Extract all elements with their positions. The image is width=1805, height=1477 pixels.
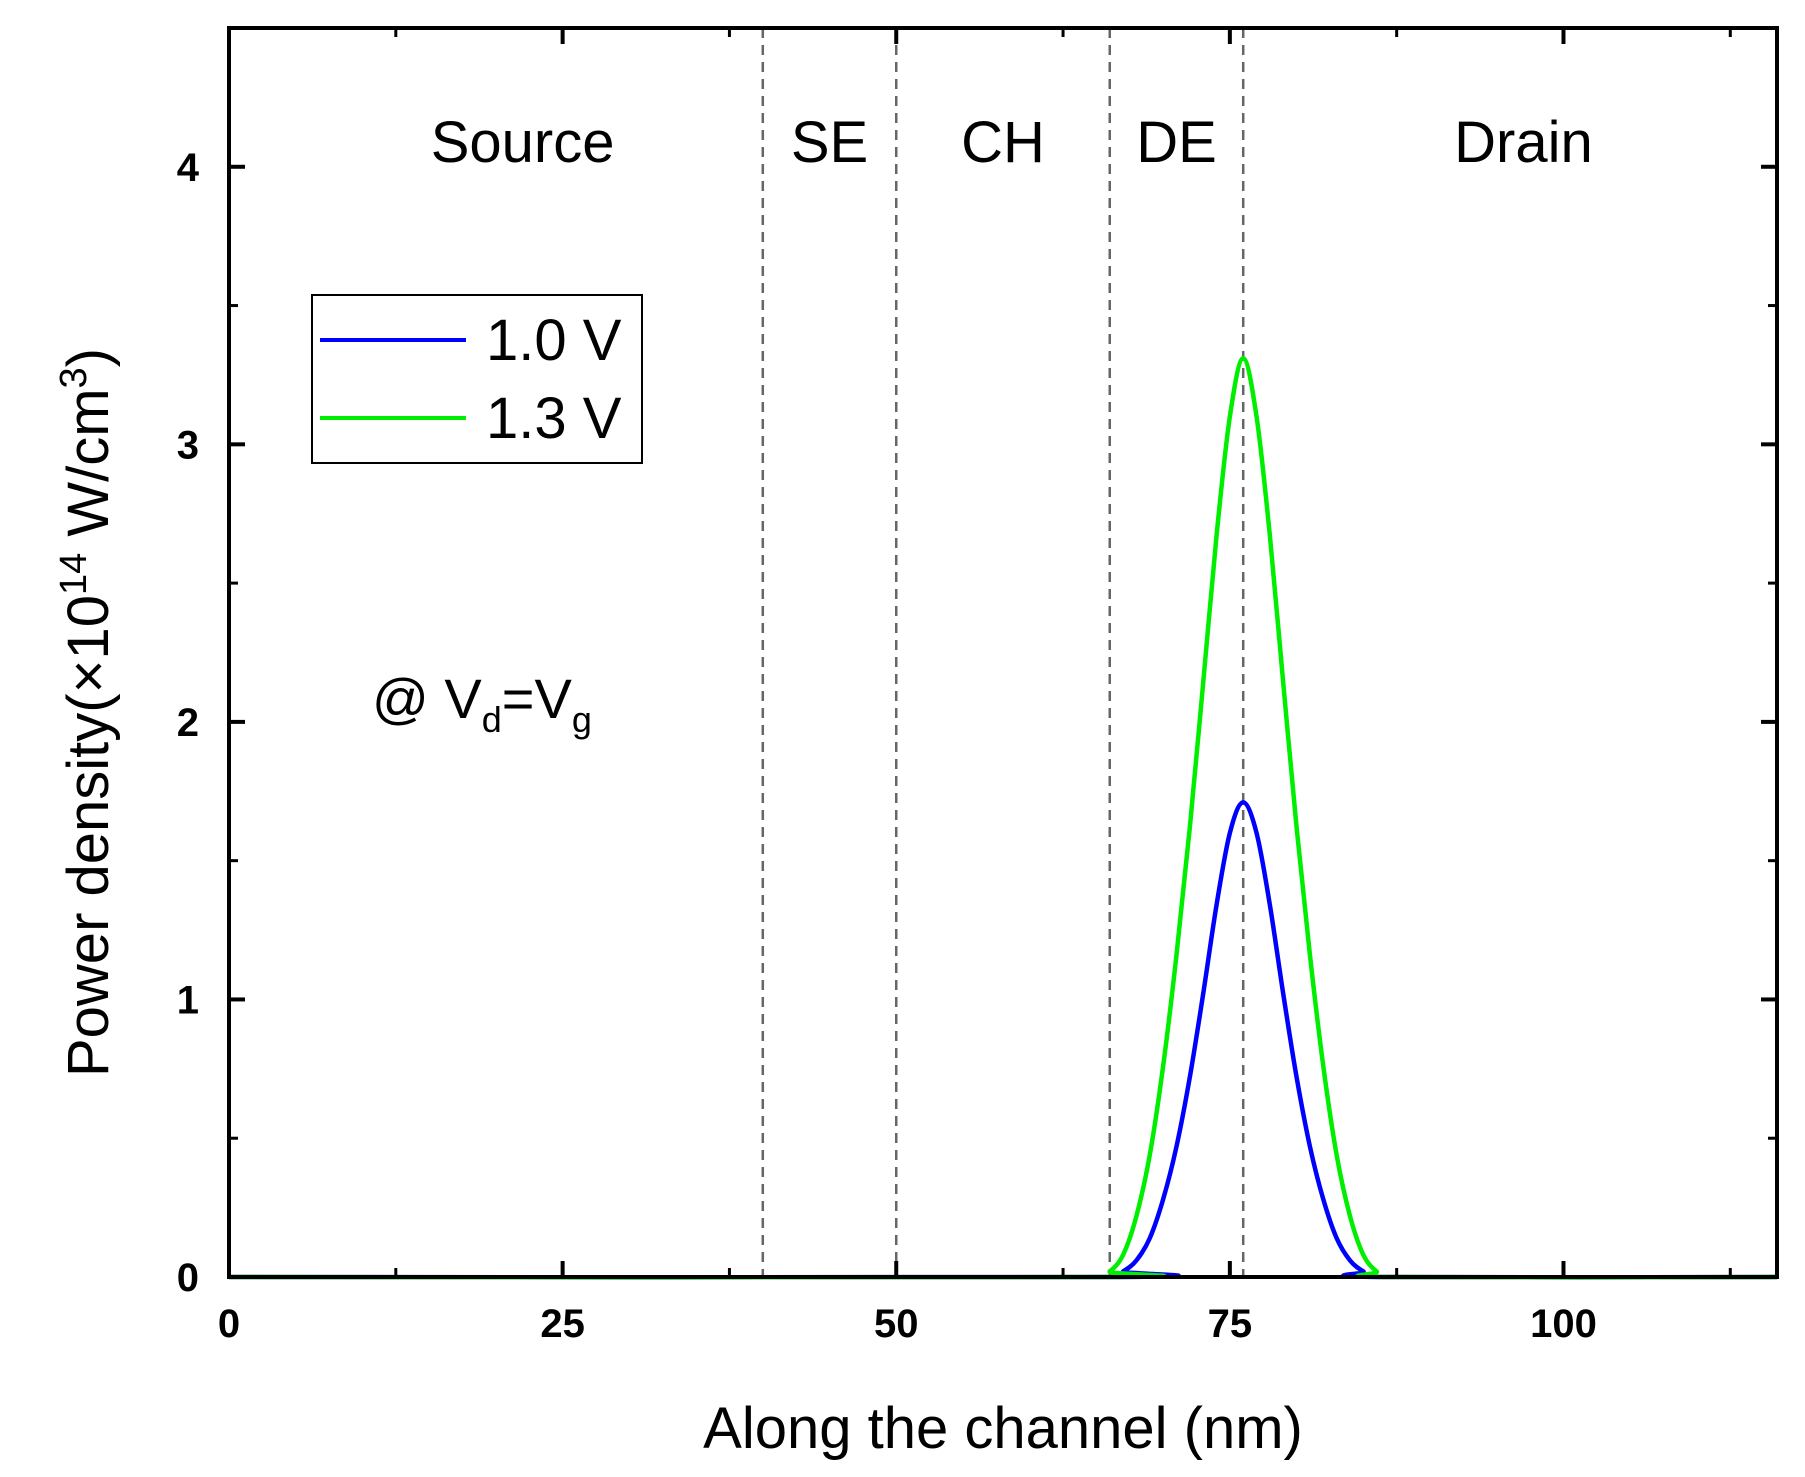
legend-label-1-3v: 1.3 V [486,386,622,451]
region-label-ch: CH [961,110,1045,175]
region-label-se: SE [791,110,868,175]
x-tick-label: 50 [874,1302,919,1346]
axis-ticks: 0 25 50 75 100 0 1 2 3 4 [177,28,1777,1346]
x-tick-label: 100 [1530,1302,1597,1346]
region-label-source: Source [431,110,615,175]
y-axis-title-unit: W/cm [56,388,121,552]
region-label-drain: Drain [1454,110,1593,175]
y-tick-label: 4 [177,146,200,190]
plot-frame [227,26,1779,1279]
y-axis-title: Power density(×1014 W/cm3) [53,348,121,1077]
region-dividers [761,28,1245,1277]
annotation-mid: =V [502,667,573,730]
series-layer [228,356,1778,1280]
y-axis-title-unit-exponent: 3 [53,367,95,388]
x-tick-label: 25 [540,1302,585,1346]
y-tick-label: 0 [177,1256,199,1300]
region-labels: Source SE CH DE Drain [431,110,1593,175]
region-label-de: DE [1136,110,1217,175]
x-tick-label: 0 [218,1302,240,1346]
x-tick-label: 75 [1208,1302,1253,1346]
y-tick-label: 1 [177,978,199,1022]
legend-label-1-0v: 1.0 V [486,308,622,373]
y-axis-title-exponent: 14 [53,553,95,595]
x-axis-title: Along the channel (nm) [703,1396,1303,1461]
y-axis-title-times: ×10 [56,595,121,693]
legend-box [311,294,643,464]
y-tick-label: 2 [177,701,199,745]
y-axis-title-suffix: ) [56,348,121,367]
series-line-1-3-v [228,356,1778,1280]
legend: 1.0 V 1.3 V [311,294,643,464]
y-axis-title-prefix: Power density( [56,693,121,1077]
annotation-sub-g: g [572,699,592,740]
annotation-sub-d: d [482,699,502,740]
annotation-prefix: @ V [372,667,482,730]
y-tick-label: 3 [177,423,199,467]
bias-condition-annotation: @ Vd=Vg [372,667,592,740]
